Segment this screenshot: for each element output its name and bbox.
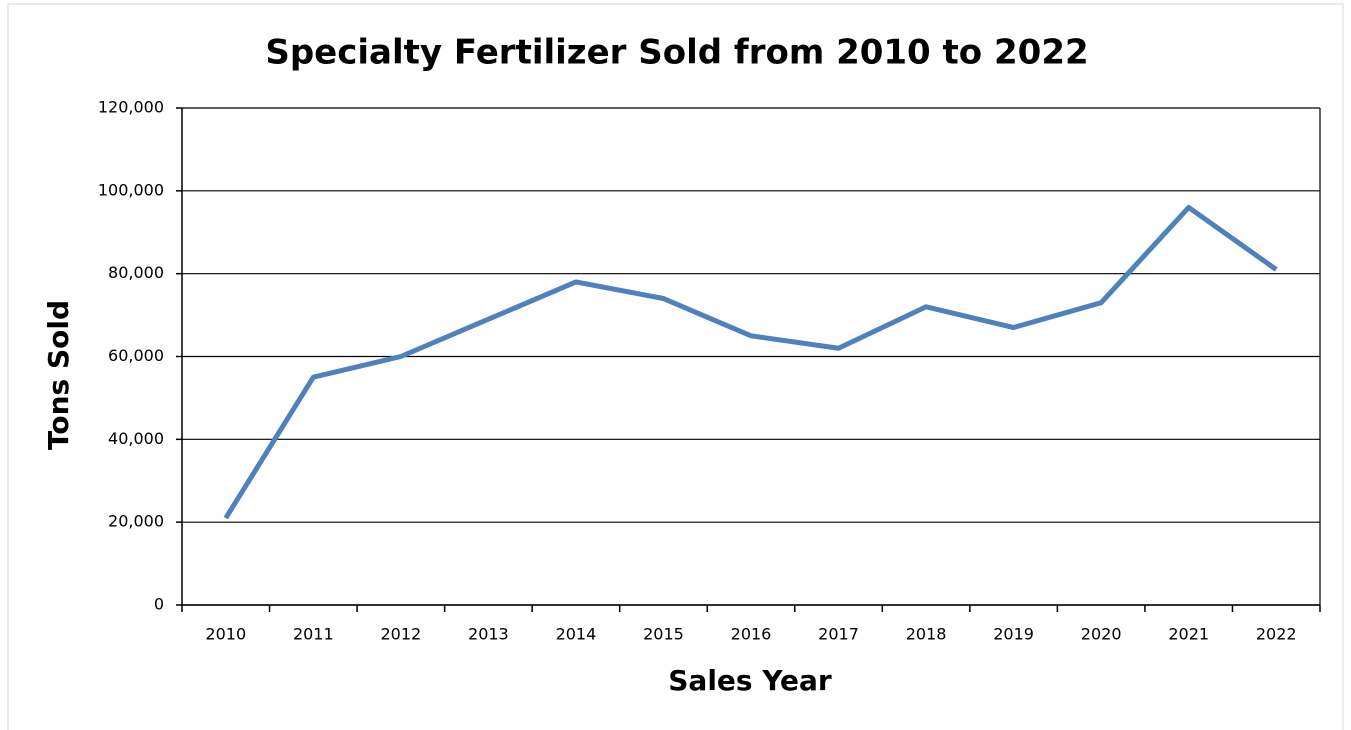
y-tick-label: 80,000: [108, 263, 164, 282]
x-tick-label: 2014: [556, 625, 597, 644]
chart-frame: [7, 3, 1344, 730]
x-tick-label: 2021: [1168, 625, 1209, 644]
data-line: [223, 204, 1278, 520]
y-tick-label: 120,000: [98, 98, 164, 117]
x-tick-label: 2011: [293, 625, 334, 644]
x-tick-label: 2018: [906, 625, 947, 644]
x-axis-label: Sales Year: [668, 664, 832, 697]
x-tick-label: 2022: [1256, 625, 1297, 644]
x-tick-label: 2016: [731, 625, 772, 644]
y-axis-label: Tons Sold: [42, 300, 75, 450]
y-tick-label: 100,000: [98, 180, 164, 199]
x-tick-label: 2010: [205, 625, 246, 644]
y-tick-label: 0: [154, 595, 164, 614]
x-tick-label: 2012: [380, 625, 421, 644]
y-tick-label: 20,000: [108, 512, 164, 531]
x-tick-label: 2019: [993, 625, 1034, 644]
y-tick-label: 40,000: [108, 429, 164, 448]
x-tick-label: 2013: [468, 625, 509, 644]
y-tick-label: 60,000: [108, 346, 164, 365]
x-tick-label: 2015: [643, 625, 684, 644]
chart-title: Specialty Fertilizer Sold from 2010 to 2…: [265, 33, 1088, 73]
x-tick-label: 2020: [1081, 625, 1122, 644]
x-tick-label: 2017: [818, 625, 859, 644]
